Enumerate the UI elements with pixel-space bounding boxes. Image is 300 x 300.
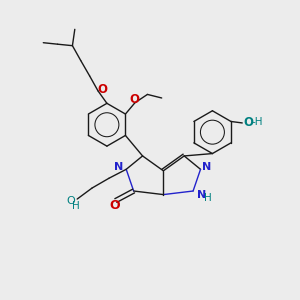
Text: N: N — [197, 190, 206, 200]
Text: O: O — [66, 196, 75, 206]
Text: H: H — [72, 201, 80, 211]
Text: H: H — [204, 194, 212, 203]
Text: N: N — [202, 162, 212, 172]
Text: O: O — [129, 93, 139, 106]
Text: O: O — [109, 200, 120, 212]
Text: N: N — [115, 162, 124, 172]
Text: -H: -H — [251, 117, 263, 128]
Text: O: O — [98, 83, 107, 96]
Text: O: O — [244, 116, 254, 129]
